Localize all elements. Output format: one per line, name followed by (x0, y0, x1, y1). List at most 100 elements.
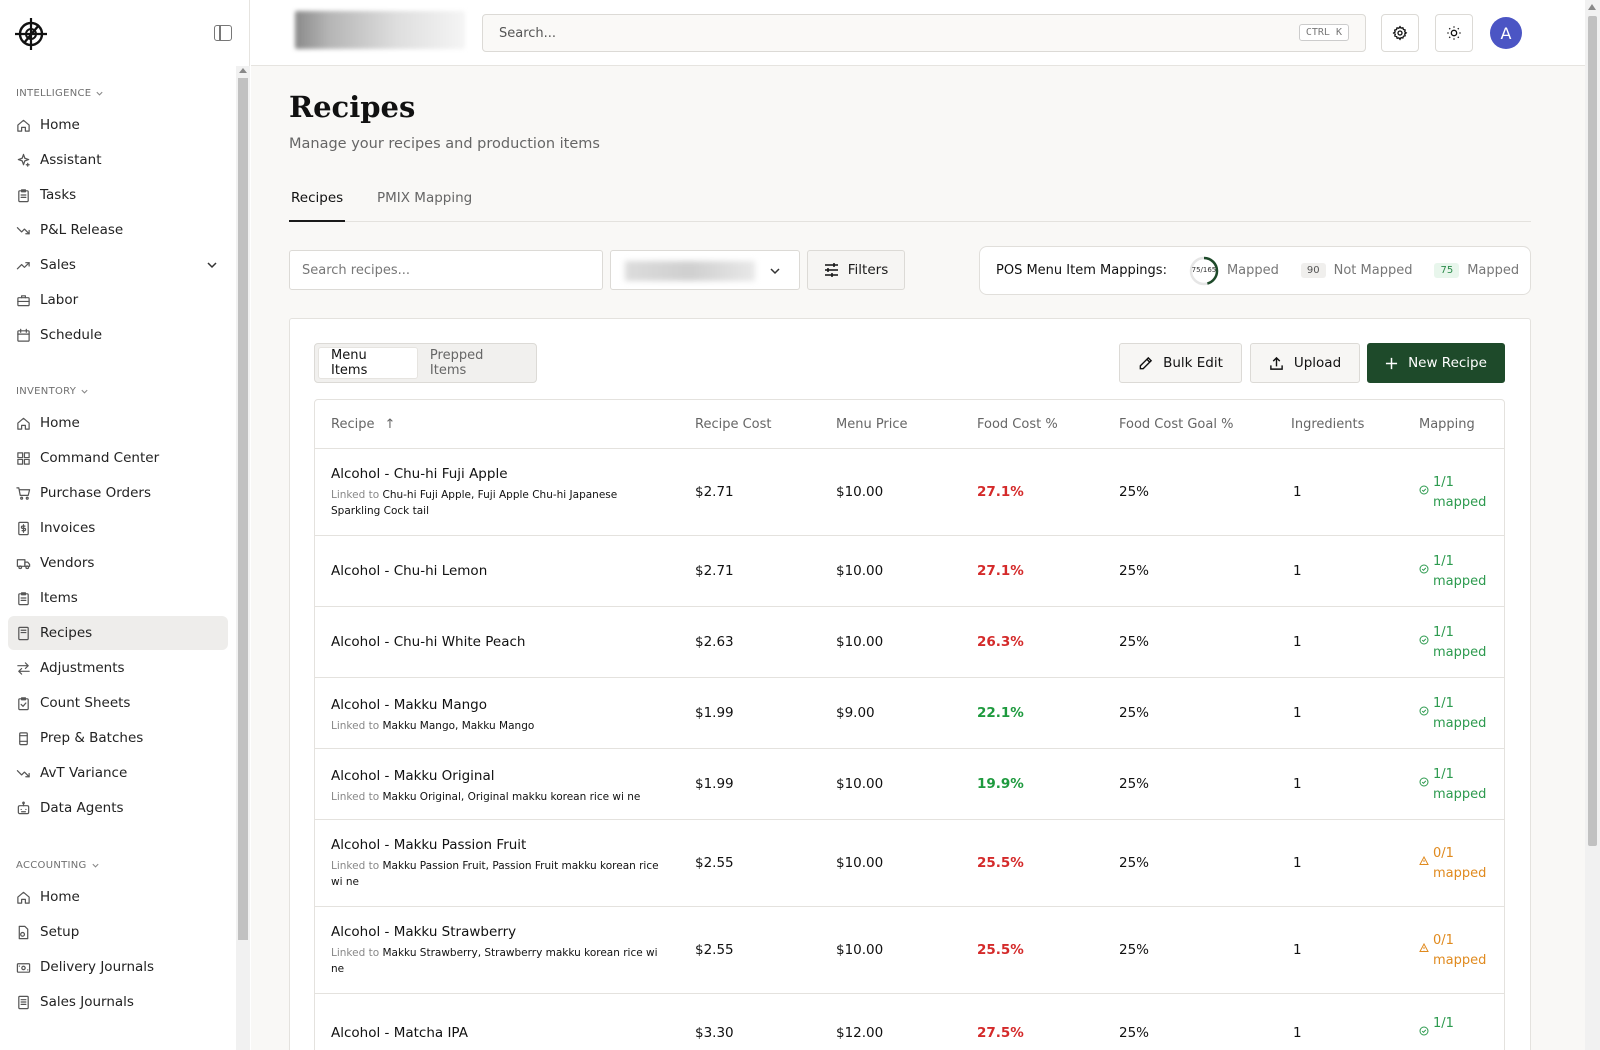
sidebar-scroll-thumb[interactable] (238, 78, 248, 940)
logo-icon[interactable] (14, 16, 50, 52)
tab-recipes[interactable]: Recipes (291, 190, 344, 206)
gear-icon (1392, 25, 1408, 41)
linked-prefix: Linked to (331, 489, 383, 501)
sidebar-item-p-l-release[interactable]: P&L Release (8, 213, 228, 247)
sidebar-item-setup[interactable]: Setup (8, 915, 228, 949)
sidebar-item-avt-variance[interactable]: AvT Variance (8, 756, 228, 790)
sidebar-item-data-agents[interactable]: Data Agents (8, 791, 228, 825)
briefcase-icon (16, 293, 31, 308)
recipe-name[interactable]: Alcohol - Makku Original (331, 768, 495, 784)
truck-icon (16, 556, 31, 571)
sidebar-item-command-center[interactable]: Command Center (8, 441, 228, 475)
theme-toggle-button[interactable] (1435, 14, 1473, 52)
scroll-up-arrow-icon[interactable] (1588, 4, 1596, 10)
sidebar-item-purchase-orders[interactable]: Purchase Orders (8, 476, 228, 510)
recipe-name[interactable]: Alcohol - Matcha IPA (331, 1025, 468, 1041)
recipe-name[interactable]: Alcohol - Chu-hi Fuji Apple (331, 466, 508, 482)
sidebar-item-labor[interactable]: Labor (8, 283, 228, 317)
sidebar-item-adjustments[interactable]: Adjustments (8, 651, 228, 685)
recipe-name[interactable]: Alcohol - Makku Strawberry (331, 924, 517, 940)
sidebar-item-vendors[interactable]: Vendors (8, 546, 228, 580)
linked-items-text: Chu-hi Fuji Apple, Fuji Apple Chu-hi Jap… (331, 489, 618, 517)
recipe-cost-cell: $2.63 (695, 633, 734, 650)
scroll-up-arrow-icon[interactable] (239, 68, 247, 73)
column-header-ingredients[interactable]: Ingredients (1291, 416, 1365, 432)
food-cost-cell: 22.1% (977, 704, 1024, 721)
recipe-name[interactable]: Alcohol - Chu-hi White Peach (331, 633, 526, 650)
table-row[interactable]: Alcohol - Matcha IPA $3.30 $12.00 27.5% 25% 1… (315, 993, 1504, 1050)
recipe-name[interactable]: Alcohol - Chu-hi Lemon (331, 562, 488, 579)
table-row[interactable]: Linked to Chu-hi Fuji Apple, Fuji Apple … (315, 448, 1504, 535)
sidebar-item-recipes[interactable]: Recipes (8, 616, 228, 650)
recipe-name[interactable]: Alcohol - Makku Passion Fruit (331, 837, 527, 853)
upload-button[interactable]: Upload (1250, 343, 1360, 383)
table-row[interactable]: Alcohol - Chu-hi White Peach $2.63 $10.00 2… (315, 606, 1504, 677)
recipe-linked-items: Linked to Chu-hi Fuji Apple, Fuji Apple … (331, 487, 661, 519)
sliders-icon (824, 263, 838, 277)
recipe-linked-items: Linked to Makku Original, Original makku… (331, 789, 661, 805)
column-header-mapping[interactable]: Mapping (1419, 416, 1475, 432)
food-cost-goal-cell: 25% (1119, 483, 1150, 500)
jar-icon (16, 731, 31, 746)
sidebar-item-home[interactable]: Home (8, 108, 228, 142)
sidebar-item-tasks[interactable]: Tasks (8, 178, 228, 212)
sidebar-item-label: Prep & Batches (40, 730, 144, 746)
mapping-label: mapped (1433, 644, 1487, 660)
column-header-recipe-cost[interactable]: Recipe Cost (695, 416, 772, 432)
mapping-count: 1/1 (1433, 766, 1454, 782)
location-select[interactable] (610, 250, 800, 290)
sidebar-item-delivery-journals[interactable]: Delivery Journals (8, 950, 228, 984)
sidebar-item-sales-journals[interactable]: Sales Journals (8, 985, 228, 1019)
warning-icon (1419, 942, 1429, 952)
sidebar-item-items[interactable]: Items (8, 581, 228, 615)
home-icon (16, 118, 31, 133)
mapping-text: 1/1 mapped (1433, 765, 1486, 805)
sidebar-item-count-sheets[interactable]: Count Sheets (8, 686, 228, 720)
calendar-icon (16, 328, 31, 343)
recipe-search-input[interactable]: Search recipes... (289, 250, 603, 290)
sidebar-item-sales[interactable]: Sales (8, 248, 228, 282)
sidebar-scrollbar[interactable] (236, 66, 250, 1050)
global-search-input[interactable]: Search... CTRL K (482, 14, 1366, 52)
sidebar-item-home[interactable]: Home (8, 406, 228, 440)
mapping-label: mapped (1433, 494, 1487, 510)
chevron-down-icon[interactable] (206, 259, 218, 271)
sidebar-section-header[interactable]: ACCOUNTING (0, 854, 236, 876)
page-title: Recipes (289, 90, 416, 124)
table-row[interactable]: Linked to Makku Passion Fruit, Passion F… (315, 819, 1504, 906)
window-scroll-thumb[interactable] (1588, 16, 1597, 846)
sidebar-item-schedule[interactable]: Schedule (8, 318, 228, 352)
window-scrollbar[interactable] (1585, 0, 1600, 1050)
settings-button[interactable] (1381, 14, 1419, 52)
column-header-food-cost[interactable]: Food Cost % (977, 416, 1058, 432)
sidebar-section-header[interactable]: INVENTORY (0, 380, 236, 402)
filters-button[interactable]: Filters (807, 250, 905, 290)
recipe-name[interactable]: Alcohol - Makku Mango (331, 697, 487, 713)
sidebar-item-prep-batches[interactable]: Prep & Batches (8, 721, 228, 755)
table-row[interactable]: Linked to Makku Mango, Makku Mango Alcoho… (315, 677, 1504, 748)
bulk-edit-button[interactable]: Bulk Edit (1119, 343, 1242, 383)
column-header-recipe[interactable]: Recipe ↑ (331, 400, 395, 448)
ingredients-cell: 1 (1293, 633, 1302, 650)
sidebar-item-home[interactable]: Home (8, 880, 228, 914)
mapping-count: 1/1 (1433, 624, 1454, 640)
ingredients-cell: 1 (1293, 562, 1302, 579)
tab-pmix-mapping[interactable]: PMIX Mapping (377, 190, 473, 206)
sidebar-section-header[interactable]: INTELLIGENCE (0, 82, 236, 104)
check-circle-icon (1419, 485, 1429, 494)
sidebar-item-invoices[interactable]: Invoices (8, 511, 228, 545)
segment-prepped-items[interactable]: Prepped Items (429, 348, 484, 378)
sidebar-item-assistant[interactable]: Assistant (8, 143, 228, 177)
table-row[interactable]: Alcohol - Chu-hi Lemon $2.71 $10.00 27.1% 25… (315, 535, 1504, 606)
trend-down-icon (16, 223, 31, 238)
table-row[interactable]: Linked to Makku Strawberry, Strawberry m… (315, 906, 1504, 993)
sidebar-toggle-icon[interactable] (214, 25, 232, 41)
user-avatar[interactable]: A (1490, 17, 1522, 49)
table-row[interactable]: Linked to Makku Original, Original makku… (315, 748, 1504, 819)
new-recipe-button[interactable]: New Recipe (1367, 343, 1505, 383)
sidebar-section-intelligence: INTELLIGENCE Home Assistant Tasks P&L Releas… (0, 82, 236, 353)
segment-menu-items[interactable]: Menu Items (318, 347, 418, 379)
column-header-food-cost-goal[interactable]: Food Cost Goal % (1119, 416, 1234, 432)
food-cost-cell: 25.5% (977, 854, 1024, 871)
column-header-menu-price[interactable]: Menu Price (836, 416, 908, 432)
